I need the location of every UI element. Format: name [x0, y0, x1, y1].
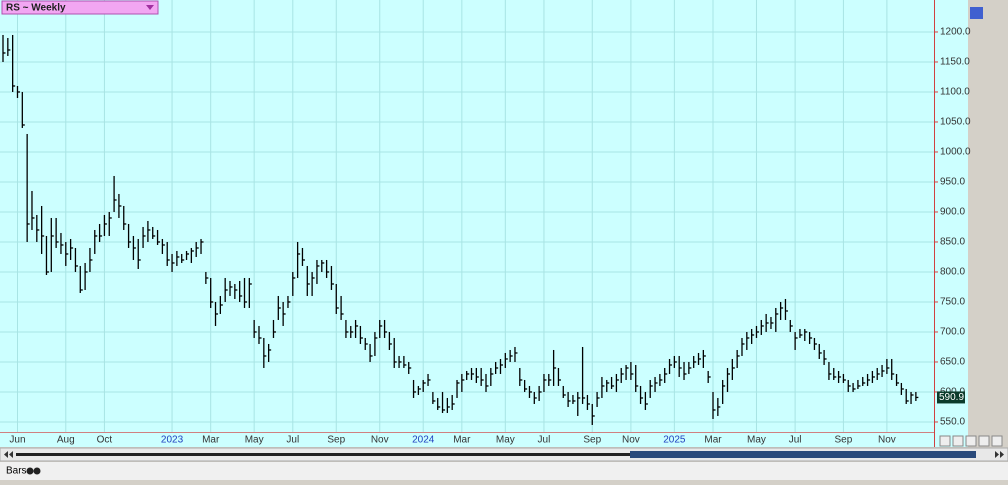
x-tick-label: Mar [453, 435, 471, 446]
y-tick-label: 900.0 [940, 207, 965, 218]
y-tick-label: 1200.0 [940, 27, 971, 38]
x-tick-label: Aug [57, 435, 75, 446]
x-tick-label: Nov [622, 435, 640, 446]
y-tick-label: 1100.0 [940, 87, 970, 98]
y-tick-label: 800.0 [940, 267, 965, 278]
last-price-box [937, 391, 965, 404]
button[interactable] [939, 435, 951, 447]
last-price-label: 590.9 [939, 392, 964, 403]
x-tick-label: Jul [286, 435, 299, 446]
x-tick-label: May [747, 435, 766, 446]
x-tick-label: Sep [835, 435, 853, 446]
panel-icon[interactable] [970, 7, 983, 19]
y-tick-label: 850.0 [940, 237, 965, 248]
x-tick-label: Jul [789, 435, 802, 446]
status-bar [0, 462, 1008, 480]
title-dropdown[interactable] [146, 5, 154, 10]
x-tick-label: Jul [538, 435, 551, 446]
status-icon[interactable] [26, 467, 34, 475]
status-label: Bars [6, 466, 27, 477]
right-panel [968, 0, 1008, 447]
corner-buttons [939, 435, 1003, 447]
scroll-thumb[interactable] [630, 451, 976, 458]
x-tick-label: Sep [327, 435, 345, 446]
x-tick-label: 2025 [663, 435, 686, 446]
y-tick-label: 750.0 [940, 297, 965, 308]
y-tick-label: 1150.0 [940, 57, 970, 68]
chart-title: RS ~ Weekly [6, 3, 66, 14]
button[interactable] [952, 435, 964, 447]
x-tick-label: Mar [704, 435, 722, 446]
scroll-right[interactable] [995, 451, 1004, 458]
x-tick-label: 2024 [412, 435, 435, 446]
scroll-track [16, 453, 976, 456]
title-box[interactable] [1, 0, 159, 15]
y-tick-label: 1050.0 [940, 117, 971, 128]
x-tick-label: May [245, 435, 264, 446]
y-tick-label: 700.0 [940, 327, 965, 338]
y-tick-label: 550.0 [940, 417, 965, 428]
x-tick-label: Sep [583, 435, 601, 446]
x-tick-label: Jun [9, 435, 25, 446]
scroll-left[interactable] [4, 451, 13, 458]
y-tick-label: 1000.0 [940, 147, 971, 158]
y-tick-label: 650.0 [940, 357, 965, 368]
x-tick-label: Mar [202, 435, 220, 446]
x-tick-label: Nov [371, 435, 389, 446]
plot-background [0, 0, 968, 447]
button[interactable] [965, 435, 977, 447]
x-tick-label: May [496, 435, 515, 446]
y-tick-label: 950.0 [940, 177, 965, 188]
x-tick-label: Oct [97, 435, 113, 446]
x-tick-label: 2023 [161, 435, 184, 446]
button[interactable] [991, 435, 1003, 447]
status-icon[interactable] [33, 467, 41, 475]
x-tick-label: Nov [878, 435, 896, 446]
button[interactable] [978, 435, 990, 447]
